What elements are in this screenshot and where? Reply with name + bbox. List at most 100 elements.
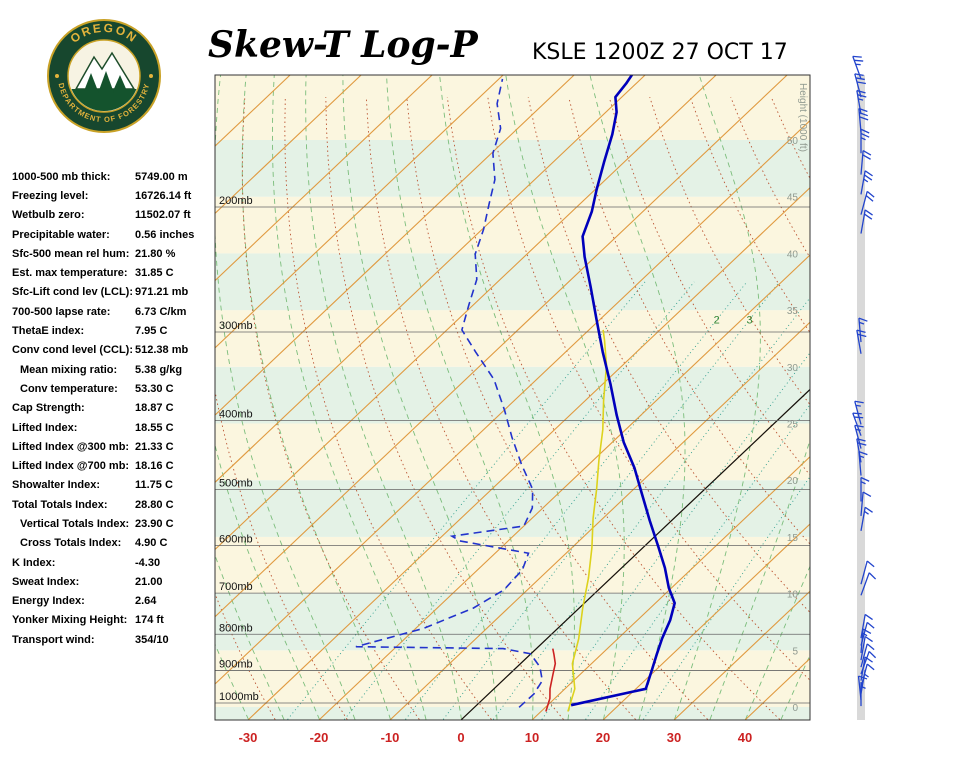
stat-row: Wetbulb zero: 11502.07 ft [12, 206, 217, 225]
stat-label: Freezing level: [12, 189, 89, 202]
height-tick-label: 30 [787, 363, 799, 374]
wind-barb [860, 560, 875, 585]
stat-row: Vertical Totals Index: 23.90 C [12, 514, 217, 533]
stat-row: Sweat Index: 21.00 [12, 572, 217, 591]
stat-row: Freezing level: 16726.14 ft [12, 186, 217, 205]
height-tick-label: 5 [792, 646, 798, 657]
stat-label: Energy Index: [12, 595, 85, 608]
stat-label: 700-500 lapse rate: [12, 305, 111, 318]
moist-adiabats [215, 75, 810, 720]
pressure-label: 700mb [219, 581, 253, 593]
chart-border [214, 74, 811, 721]
height-tick-label: 0 [792, 703, 798, 714]
height-tick-label: 20 [787, 476, 799, 487]
height-tick-label: 25 [787, 420, 799, 431]
stat-label: Lifted Index @700 mb: [12, 460, 130, 473]
stat-value: 512.38 mb [135, 344, 189, 357]
wind-barb [858, 451, 868, 476]
stat-label: Transport wind: [12, 633, 95, 646]
stat-row: Sfc-Lift cond lev (LCL): 971.21 mb [12, 283, 217, 302]
stat-label: ThetaE index: [12, 325, 85, 338]
stat-row: Cross Totals Index: 4.90 C [12, 534, 217, 553]
stat-row: ThetaE index: 7.95 C [12, 321, 217, 340]
wind-barb [860, 491, 872, 517]
mixing-ratio-label: 2 [714, 315, 720, 327]
stat-label: Sweat Index: [12, 575, 80, 588]
stat-value: 11.75 C [135, 479, 173, 492]
height-tick-label: 50 [787, 136, 799, 147]
wind-barb [860, 643, 875, 668]
stat-row: K Index: -4.30 [12, 553, 217, 572]
stat-row: Sfc-500 mean rel hum: 21.80 % [12, 244, 217, 263]
stat-row: Mean mixing ratio: 5.38 g/kg [12, 360, 217, 379]
pressure-label: 800mb [219, 622, 253, 634]
wind-barb [860, 209, 873, 234]
stat-row: Yonker Mixing Height: 174 ft [12, 611, 217, 630]
odf-logo: OREGON DEPARTMENT OF FORESTRY [47, 19, 161, 133]
height-tick-label: 40 [787, 249, 799, 260]
dry-adiabats [215, 96, 810, 720]
wind-barb-column [857, 75, 865, 720]
logo-tree-icon [113, 75, 127, 91]
temp-axis-label: -30 [239, 730, 258, 745]
stat-label: Yonker Mixing Height: [12, 614, 128, 627]
stat-row: Transport wind: 354/10 [12, 630, 217, 649]
stat-value: 21.33 C [135, 440, 174, 453]
temp-axis-label: 30 [667, 730, 681, 745]
stat-label: Total Totals Index: [12, 498, 108, 511]
wind-barb [860, 150, 872, 175]
stat-row: 1000-500 mb thick: 5749.00 m [12, 167, 217, 186]
stat-label: 1000-500 mb thick: [12, 170, 111, 183]
stat-row: 700-500 lapse rate: 6.73 C/km [12, 302, 217, 321]
wind-barb [854, 424, 864, 449]
pressure-label: 600mb [219, 534, 253, 546]
stat-row: Lifted Index @300 mb: 21.33 C [12, 437, 217, 456]
stat-row: Lifted Index: 18.55 C [12, 418, 217, 437]
logo-forest-scene [69, 51, 139, 111]
stat-value: 5749.00 m [135, 170, 188, 183]
temp-axis-label: 20 [596, 730, 610, 745]
stat-label: Mean mixing ratio: [20, 363, 118, 376]
stat-label: Precipitable water: [12, 228, 110, 241]
stat-value: 53.30 C [135, 382, 174, 395]
stat-value: 6.73 C/km [135, 305, 187, 318]
stat-label: Cap Strength: [12, 402, 85, 415]
stat-value: 31.85 C [135, 267, 174, 280]
stat-label: Cross Totals Index: [20, 537, 122, 550]
temp-axis-label: -20 [310, 730, 329, 745]
temp-axis-labels: -30 -20 -10 0 10 20 30 40 [239, 730, 753, 745]
logo-ground [69, 89, 139, 111]
stat-value: 4.90 C [135, 537, 168, 550]
stat-label: Lifted Index: [12, 421, 78, 434]
wind-barb [860, 572, 877, 596]
stat-label: Lifted Index @300 mb: [12, 440, 130, 453]
wind-barb [860, 628, 872, 653]
wind-barb [858, 317, 868, 343]
pressure-lines: 200mb 300mb 400mb 500mb 600mb 700mb 800mb 900mb… [215, 195, 810, 704]
stat-value: 18.55 C [135, 421, 174, 434]
height-axis-label: Height (1000 ft) [797, 83, 808, 152]
stat-value: 174 ft [135, 614, 164, 627]
wind-barb [860, 170, 873, 195]
wind-barb [860, 682, 866, 707]
stat-value: 354/10 [135, 633, 169, 646]
stat-row: Precipitable water: 0.56 inches [12, 225, 217, 244]
stat-row: Cap Strength: 18.87 C [12, 399, 217, 418]
stat-value: 18.16 C [135, 460, 174, 473]
wind-barb [856, 438, 867, 463]
pressure-label: 500mb [219, 477, 253, 489]
stat-label: K Index: [12, 556, 56, 569]
pressure-label: 200mb [219, 195, 253, 207]
stat-label: Conv temperature: [20, 382, 118, 395]
stat-label: Wetbulb zero: [12, 209, 85, 222]
isotherms [215, 75, 810, 720]
stat-label: Sfc-Lift cond lev (LCL): [12, 286, 133, 299]
logo-star-right-icon [149, 74, 153, 78]
temp-axis-label: 0 [457, 730, 464, 745]
stat-value: 21.00 [135, 575, 163, 588]
stats-panel: 1000-500 mb thick: 5749.00 m Freezing leve… [12, 167, 217, 649]
height-tick-label: 15 [787, 533, 799, 544]
wind-barb [858, 107, 869, 133]
stat-value: 23.90 C [135, 517, 174, 530]
temperature-curve [570, 75, 676, 707]
